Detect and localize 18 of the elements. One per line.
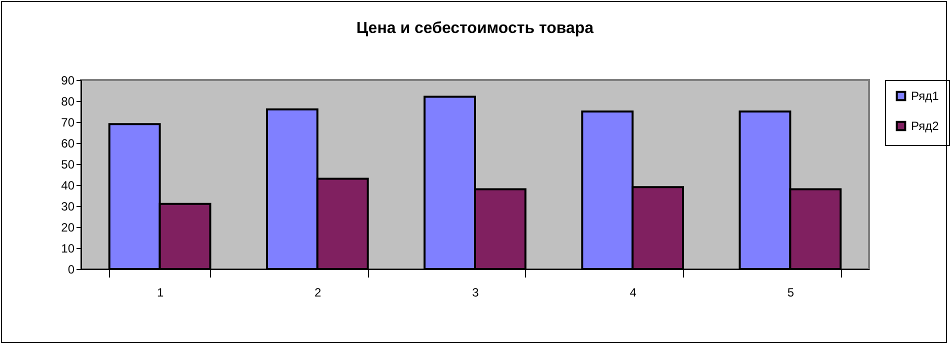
legend-label: Ряд1 [911, 89, 940, 103]
x-tick-label: 2 [314, 286, 322, 300]
x-tick-label: 4 [630, 286, 637, 300]
x-tick-label: 3 [472, 286, 480, 300]
y-tick-label: 70 [61, 116, 75, 130]
y-tick-label: 30 [61, 200, 75, 214]
y-tick-label: 80 [61, 94, 75, 108]
chart-title: Цена и себестоимость товара [356, 20, 594, 37]
y-tick-label: 20 [61, 220, 75, 234]
y-tick-label: 40 [61, 178, 75, 192]
y-tick-label: 90 [61, 74, 75, 88]
y-tick-label: 10 [61, 242, 75, 256]
y-tick-label: 60 [61, 136, 75, 150]
x-tick-label: 1 [156, 286, 164, 300]
x-tick-label: 5 [787, 286, 794, 300]
y-tick-label: 50 [61, 158, 75, 172]
legend-label: Ряд2 [911, 119, 940, 133]
y-tick-label: 0 [68, 262, 75, 276]
